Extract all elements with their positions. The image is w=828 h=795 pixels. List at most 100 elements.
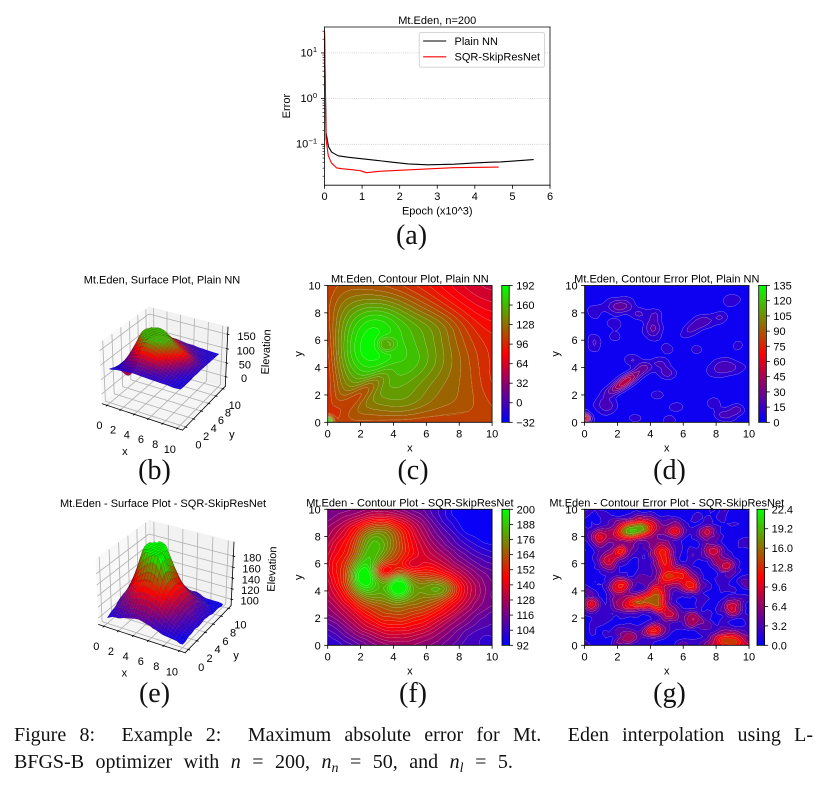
- svg-text:8: 8: [456, 651, 462, 663]
- svg-text:Elevation: Elevation: [266, 546, 280, 592]
- svg-text:1 0 − 1: 1 0 − 1: [296, 131, 317, 152]
- svg-text:x: x: [407, 443, 413, 455]
- svg-text:6: 6: [680, 428, 686, 440]
- svg-text:6: 6: [680, 651, 686, 663]
- svg-text:2: 2: [203, 431, 209, 443]
- svg-text:3: 3: [434, 191, 440, 203]
- svg-text:4: 4: [647, 651, 653, 663]
- svg-text:4: 4: [647, 428, 653, 440]
- svg-text:6: 6: [315, 559, 321, 571]
- svg-text:Error: Error: [281, 94, 293, 119]
- svg-text:150: 150: [237, 331, 255, 343]
- svg-text:100: 100: [240, 596, 258, 608]
- svg-text:105: 105: [773, 311, 791, 323]
- svg-text:50: 50: [239, 359, 251, 371]
- svg-text:Plain NN: Plain NN: [455, 36, 498, 48]
- svg-text:x: x: [122, 668, 128, 680]
- svg-text:140: 140: [242, 575, 260, 587]
- svg-text:8: 8: [571, 531, 577, 543]
- svg-text:90: 90: [773, 326, 785, 338]
- svg-text:8: 8: [315, 308, 321, 320]
- svg-text:160: 160: [516, 300, 534, 312]
- svg-text:y: y: [550, 351, 562, 357]
- svg-text:y: y: [293, 574, 305, 580]
- svg-text:Mt.Eden, Surface Plot, Plain N: Mt.Eden, Surface Plot, Plain NN: [84, 275, 241, 287]
- svg-text:4: 4: [315, 586, 321, 598]
- svg-text:5: 5: [509, 191, 515, 203]
- svg-text:8: 8: [571, 308, 577, 320]
- svg-text:176: 176: [517, 535, 535, 547]
- svg-text:Mt.Eden - Contour Error Plot -: Mt.Eden - Contour Error Plot - SQR-SkipR…: [549, 497, 784, 509]
- svg-text:Mt.Eden, Contour Plot, Plain N: Mt.Eden, Contour Plot, Plain NN: [331, 274, 489, 286]
- svg-text:y: y: [550, 574, 562, 580]
- svg-text:4: 4: [123, 651, 129, 663]
- svg-text:12.8: 12.8: [772, 563, 793, 575]
- svg-text:10: 10: [486, 428, 498, 440]
- svg-text:3.2: 3.2: [772, 621, 787, 633]
- svg-text:6: 6: [547, 191, 553, 203]
- svg-text:Mt.Eden, Contour Error Plot, P: Mt.Eden, Contour Error Plot, Plain NN: [574, 274, 759, 286]
- svg-text:120: 120: [241, 585, 259, 597]
- svg-text:19.2: 19.2: [772, 524, 793, 536]
- svg-text:116: 116: [517, 610, 535, 622]
- svg-text:4: 4: [211, 423, 217, 435]
- svg-text:0: 0: [198, 662, 204, 674]
- svg-text:4: 4: [315, 363, 321, 375]
- svg-text:6: 6: [222, 636, 228, 648]
- svg-text:0: 0: [321, 191, 327, 203]
- svg-text:0: 0: [315, 417, 321, 429]
- svg-text:8: 8: [456, 428, 462, 440]
- svg-text:10: 10: [308, 504, 320, 516]
- svg-text:2: 2: [358, 428, 364, 440]
- svg-text:10: 10: [164, 444, 176, 456]
- svg-text:10: 10: [486, 651, 498, 663]
- svg-text:160: 160: [242, 564, 260, 576]
- svg-text:128: 128: [517, 595, 535, 607]
- svg-text:4: 4: [571, 363, 577, 375]
- svg-text:188: 188: [517, 519, 535, 531]
- svg-text:2: 2: [358, 651, 364, 663]
- svg-text:x: x: [664, 666, 670, 678]
- svg-text:1: 1: [359, 191, 365, 203]
- svg-text:30: 30: [773, 387, 785, 399]
- svg-text:75: 75: [773, 341, 785, 353]
- svg-text:64: 64: [516, 359, 528, 371]
- svg-text:10: 10: [565, 504, 577, 516]
- svg-text:8: 8: [153, 661, 159, 673]
- svg-text:6: 6: [423, 651, 429, 663]
- svg-text:4: 4: [472, 191, 478, 203]
- svg-text:60: 60: [773, 356, 785, 368]
- svg-text:128: 128: [516, 320, 534, 332]
- svg-text:0: 0: [96, 420, 102, 432]
- svg-text:0: 0: [93, 641, 99, 653]
- svg-text:6: 6: [138, 434, 144, 446]
- svg-text:y: y: [233, 650, 239, 662]
- svg-text:2: 2: [108, 646, 114, 658]
- svg-text:−32: −32: [516, 417, 535, 429]
- svg-text:2: 2: [110, 425, 116, 437]
- svg-text:10: 10: [743, 428, 755, 440]
- svg-text:4: 4: [390, 428, 396, 440]
- svg-text:Epoch (x10^3): Epoch (x10^3): [402, 205, 473, 217]
- svg-text:0: 0: [325, 651, 331, 663]
- svg-text:y: y: [229, 429, 235, 441]
- svg-text:0: 0: [325, 428, 331, 440]
- svg-text:Mt.Eden - Surface Plot - SQR-S: Mt.Eden - Surface Plot - SQR-SkipResNet: [60, 498, 266, 510]
- svg-text:10: 10: [166, 667, 178, 679]
- svg-text:164: 164: [517, 550, 535, 562]
- svg-text:4: 4: [571, 586, 577, 598]
- svg-text:1 0 0: 1 0 0: [301, 89, 318, 106]
- svg-text:8: 8: [713, 651, 719, 663]
- svg-text:4: 4: [390, 651, 396, 663]
- svg-text:2: 2: [571, 613, 577, 625]
- svg-text:0: 0: [582, 428, 588, 440]
- svg-text:x: x: [664, 443, 670, 455]
- svg-text:2: 2: [397, 191, 403, 203]
- svg-text:Elevation: Elevation: [260, 329, 274, 375]
- svg-text:Mt.Eden - Contour Plot - SQR-S: Mt.Eden - Contour Plot - SQR-SkipResNet: [306, 497, 513, 509]
- svg-text:6: 6: [218, 415, 224, 427]
- svg-text:45: 45: [773, 372, 785, 384]
- svg-text:0: 0: [241, 373, 247, 385]
- svg-text:100: 100: [237, 345, 255, 357]
- svg-text:200: 200: [517, 504, 535, 516]
